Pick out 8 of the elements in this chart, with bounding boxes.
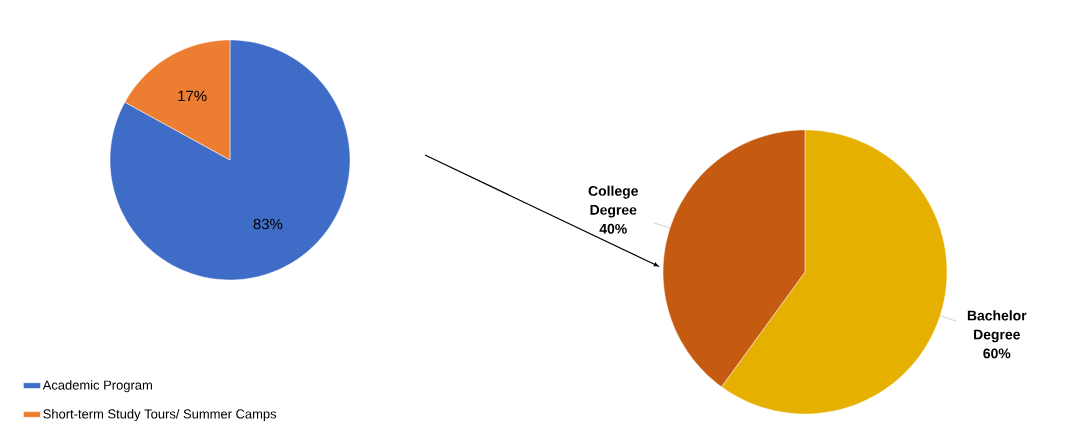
data-label: 60% — [983, 348, 1011, 359]
slice-label: College Degree — [588, 185, 638, 218]
data-label: 83% — [253, 218, 283, 230]
data-label: 17% — [178, 90, 207, 102]
data-label: 40% — [599, 223, 627, 234]
slice-label: Bachelor Degree — [967, 310, 1027, 343]
legend-label: Academic Program — [42, 380, 152, 393]
legend-label: Short-term Study Tours/ Summer Camps — [43, 409, 277, 422]
